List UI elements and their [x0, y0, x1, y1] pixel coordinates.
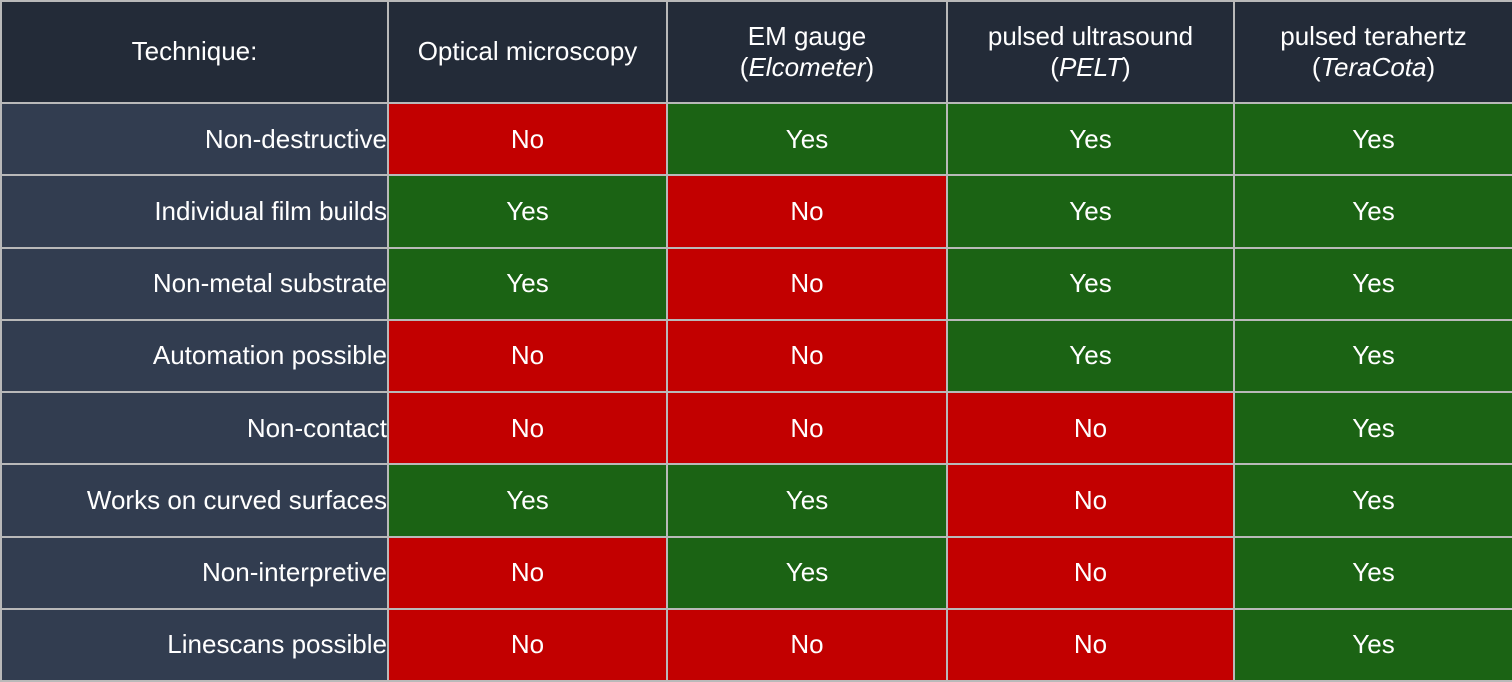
- column-header-pulsed-terahertz: pulsed terahertz (TeraCota): [1233, 0, 1512, 104]
- value-cell: No: [666, 246, 948, 321]
- column-header-title: Optical microscopy: [417, 36, 638, 67]
- table-row: Works on curved surfaces Yes Yes No Yes: [0, 463, 1512, 538]
- row-label: Non-contact: [0, 390, 389, 466]
- value-cell: No: [946, 390, 1235, 466]
- column-header-title: pulsed terahertz: [1280, 20, 1467, 51]
- value-cell: No: [387, 390, 668, 466]
- value-cell: Yes: [1233, 535, 1512, 610]
- value-cell: Yes: [1233, 607, 1512, 682]
- column-header-title: EM gauge: [747, 20, 867, 51]
- column-header-subtitle: (TeraCota): [1311, 52, 1436, 82]
- column-header-subtitle: (PELT): [1050, 52, 1131, 82]
- table-row: Non-metal substrate Yes No Yes Yes: [0, 246, 1512, 321]
- value-cell: Yes: [1233, 246, 1512, 321]
- value-cell: No: [946, 535, 1235, 610]
- value-cell: No: [666, 318, 948, 394]
- table-body: Non-destructive No Yes Yes Yes Individual fil…: [0, 101, 1512, 682]
- column-header-optical-microscopy: Optical microscopy: [387, 0, 668, 104]
- table-row: Non-contact No No No Yes: [0, 390, 1512, 466]
- value-cell: No: [666, 174, 948, 249]
- value-cell: Yes: [1233, 463, 1512, 538]
- value-cell: Yes: [666, 101, 948, 177]
- value-cell: Yes: [946, 174, 1235, 249]
- column-header-title: pulsed ultrasound: [987, 20, 1194, 51]
- value-cell: No: [666, 607, 948, 682]
- row-label: Non-interpretive: [0, 535, 389, 610]
- row-label: Linescans possible: [0, 607, 389, 682]
- value-cell: Yes: [1233, 101, 1512, 177]
- value-cell: No: [387, 535, 668, 610]
- table-row: Linescans possible No No No Yes: [0, 607, 1512, 682]
- value-cell: No: [387, 101, 668, 177]
- value-cell: Yes: [1233, 318, 1512, 394]
- value-cell: Yes: [387, 246, 668, 321]
- value-cell: No: [387, 318, 668, 394]
- value-cell: Yes: [946, 246, 1235, 321]
- table-row: Non-destructive No Yes Yes Yes: [0, 101, 1512, 177]
- column-header-pulsed-ultrasound: pulsed ultrasound (PELT): [946, 0, 1235, 104]
- table-row: Individual film builds Yes No Yes Yes: [0, 174, 1512, 249]
- value-cell: No: [666, 390, 948, 466]
- row-label: Automation possible: [0, 318, 389, 394]
- value-cell: Yes: [946, 101, 1235, 177]
- row-label: Non-metal substrate: [0, 246, 389, 321]
- value-cell: Yes: [1233, 174, 1512, 249]
- value-cell: Yes: [666, 535, 948, 610]
- value-cell: Yes: [1233, 390, 1512, 466]
- header-row: Technique: Optical microscopy EM gauge (…: [0, 0, 1512, 104]
- column-header-em-gauge: EM gauge (Elcometer): [666, 0, 948, 104]
- row-label: Works on curved surfaces: [0, 463, 389, 538]
- value-cell: No: [387, 607, 668, 682]
- value-cell: No: [946, 463, 1235, 538]
- value-cell: No: [946, 607, 1235, 682]
- row-label: Individual film builds: [0, 174, 389, 249]
- table-row: Automation possible No No Yes Yes: [0, 318, 1512, 394]
- value-cell: Yes: [666, 463, 948, 538]
- value-cell: Yes: [946, 318, 1235, 394]
- technique-header: Technique:: [0, 0, 389, 104]
- column-header-subtitle: (Elcometer): [739, 52, 875, 82]
- row-label: Non-destructive: [0, 101, 389, 177]
- table-row: Non-interpretive No Yes No Yes: [0, 535, 1512, 610]
- technique-label: Technique:: [131, 36, 258, 67]
- value-cell: Yes: [387, 174, 668, 249]
- value-cell: Yes: [387, 463, 668, 538]
- table-header: Technique: Optical microscopy EM gauge (…: [0, 0, 1512, 104]
